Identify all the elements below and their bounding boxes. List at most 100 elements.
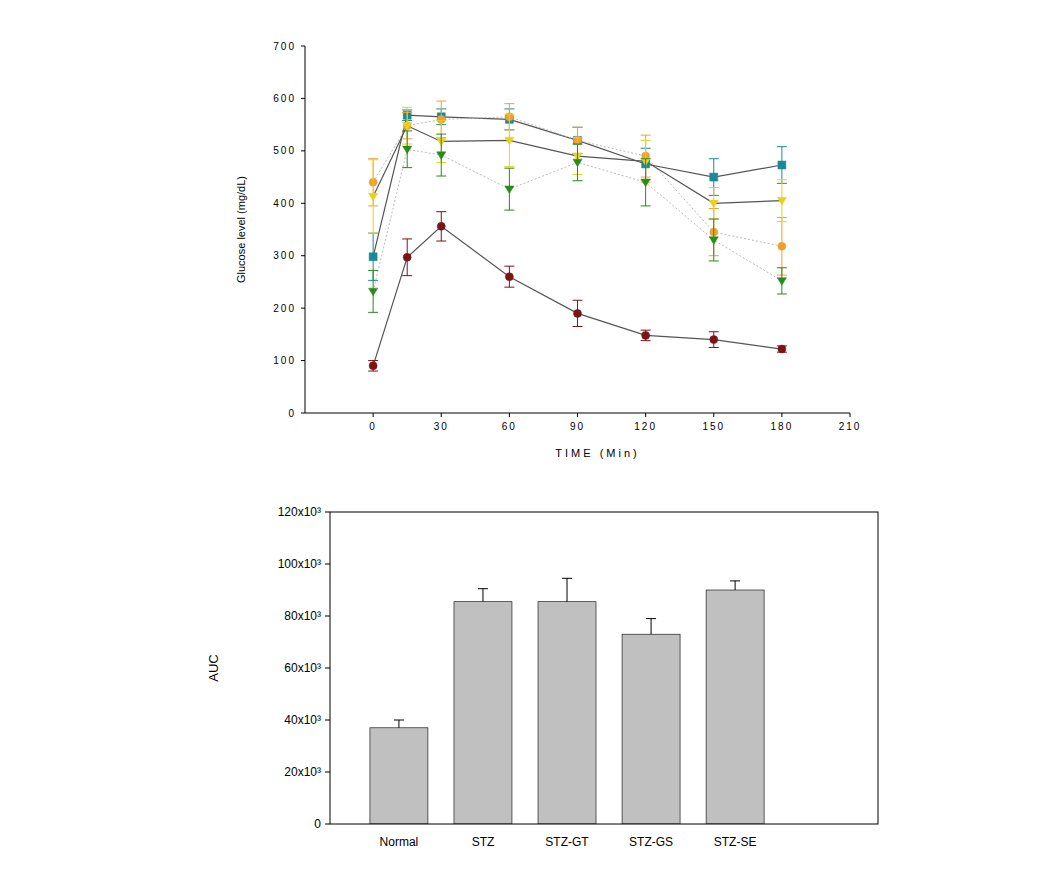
y-tick-label: 60x10³: [284, 661, 321, 675]
y-tick-label: 0: [314, 817, 321, 831]
x-tick: [373, 413, 374, 417]
data-point: [403, 253, 411, 261]
x-tick-label: STZ-GS: [629, 835, 673, 849]
x-tick-label: 120: [634, 421, 657, 432]
data-point: [641, 179, 650, 187]
x-tick-label: STZ-SE: [714, 835, 757, 849]
error-bar: [573, 144, 583, 181]
bar: [538, 602, 596, 824]
x-tick: [645, 413, 646, 417]
data-point: [778, 242, 786, 250]
x-tick-label: 0: [369, 421, 377, 432]
y-tick-label: 0: [288, 408, 296, 419]
error-bar: [504, 114, 514, 166]
x-tick-label: 210: [839, 421, 862, 432]
y-tick: [325, 824, 330, 825]
y-tick-label: 300: [273, 250, 296, 261]
data-point: [777, 278, 786, 286]
data-point: [505, 273, 513, 281]
data-point: [642, 331, 650, 339]
series-line: [373, 126, 782, 204]
data-point: [573, 159, 582, 167]
plot-area: [368, 101, 787, 371]
bar-chart: 0 20x10³ 40x10³ 60x10³ 80x10³ 100x10³ 120x10³ N…: [206, 505, 878, 849]
error-bar: [562, 578, 572, 601]
y-tick: [301, 203, 305, 204]
data-point: [369, 362, 377, 370]
error-bar: [573, 300, 583, 326]
y-tick-label: 100x10³: [278, 557, 321, 571]
y-tick: [325, 616, 330, 617]
data-point: [403, 146, 412, 154]
x-tick: [577, 413, 578, 417]
figure: 0306090120150180210010020030040050060070…: [0, 0, 1052, 870]
x-tick-label: Normal: [380, 835, 419, 849]
y-tick-label: 40x10³: [284, 713, 321, 727]
data-point: [778, 161, 786, 169]
x-tick-label: 30: [434, 421, 449, 432]
x-tick: [509, 413, 510, 417]
series-line: [373, 117, 782, 246]
data-point: [369, 253, 377, 261]
y-tick-label: 80x10³: [284, 609, 321, 623]
bar: [370, 728, 428, 824]
error-bar: [504, 168, 514, 210]
data-point: [403, 122, 412, 130]
x-axis-label: TIME (Min): [555, 447, 639, 459]
y-tick: [301, 413, 305, 414]
error-bar: [436, 212, 446, 241]
series-line: [373, 226, 782, 365]
error-bar: [709, 188, 719, 219]
error-bar: [368, 270, 378, 312]
data-point: [777, 197, 786, 205]
x-tick: [713, 413, 714, 417]
data-point: [778, 345, 786, 353]
data-point: [437, 152, 446, 160]
error-bar: [402, 131, 412, 168]
y-tick: [325, 720, 330, 721]
x-tick: [781, 413, 782, 417]
y-tick: [301, 150, 305, 151]
y-tick: [301, 46, 305, 47]
data-point: [710, 173, 718, 181]
x-tick-label: STZ: [472, 835, 495, 849]
error-bar: [777, 147, 787, 184]
data-point: [369, 193, 378, 201]
error-bar: [394, 720, 404, 728]
y-tick: [301, 360, 305, 361]
y-tick-label: 600: [273, 93, 296, 104]
error-bar: [709, 219, 719, 261]
x-tick-label: 90: [570, 421, 585, 432]
y-axis-line: [305, 46, 306, 413]
x-tick-label: STZ-GT: [545, 835, 589, 849]
y-tick-label: 500: [273, 145, 296, 156]
line-chart: 0306090120150180210010020030040050060070…: [235, 41, 861, 460]
data-point: [709, 237, 718, 245]
y-tick-label: 20x10³: [284, 765, 321, 779]
x-tick-label: 150: [702, 421, 725, 432]
data-point: [437, 222, 445, 230]
data-point: [505, 186, 514, 194]
y-tick: [301, 308, 305, 309]
data-point: [505, 137, 514, 145]
data-point: [369, 288, 378, 296]
y-tick: [325, 668, 330, 669]
error-bar: [402, 239, 412, 276]
y-tick: [325, 564, 330, 565]
y-tick-label: 120x10³: [278, 505, 321, 519]
error-bar: [730, 581, 740, 590]
y-axis-label: AUC: [206, 654, 221, 681]
y-tick: [325, 512, 330, 513]
y-tick-label: 200: [273, 303, 296, 314]
y-tick-label: 700: [273, 41, 296, 52]
plot-frame: [330, 512, 878, 824]
x-tick-label: 180: [771, 421, 794, 432]
y-tick-label: 100: [273, 355, 296, 366]
error-bar: [646, 619, 656, 635]
error-bar: [777, 268, 787, 294]
data-point: [574, 309, 582, 317]
error-bar: [709, 332, 719, 348]
y-tick: [301, 98, 305, 99]
data-point: [710, 336, 718, 344]
error-bar: [368, 361, 378, 371]
